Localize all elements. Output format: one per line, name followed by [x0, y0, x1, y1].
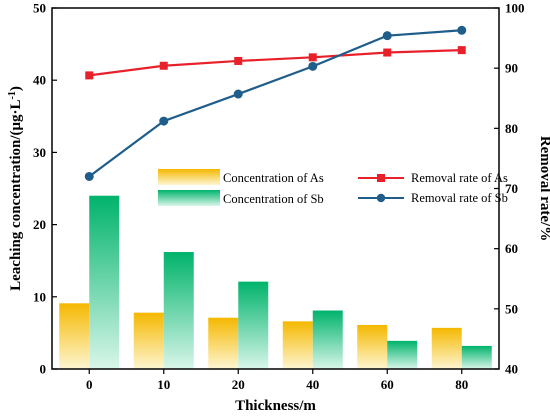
point-removal-sb-80: [457, 25, 467, 35]
bar-sb-80: [461, 345, 492, 369]
point-removal-as-80: [457, 46, 466, 55]
bar-sb-0: [89, 195, 120, 369]
bar-as-0: [59, 303, 90, 369]
ticks-layer: 0 10 20 30 40 50 40 50 60 70 80 90 100 0 10 20 40 60 80: [33, 1, 525, 393]
x-tick-label-20: 20: [232, 377, 245, 392]
legend-label-sb: Concentration of Sb: [223, 192, 324, 206]
line-removal-sb: [88, 29, 462, 178]
bar-as-80: [431, 327, 462, 369]
y-right-tick-label-80: 80: [505, 121, 518, 136]
bars-layer: [59, 195, 492, 369]
x-tick-label-10: 10: [157, 377, 170, 392]
legend-swatch-sb: [158, 190, 220, 206]
point-removal-as-20: [234, 56, 243, 65]
legend-marker-as: [377, 174, 385, 182]
y-left-tick-label-50: 50: [33, 1, 46, 16]
bar-as-40: [282, 321, 313, 369]
y-axis-left-title-sup: -1: [7, 91, 18, 99]
point-removal-sb-60: [382, 31, 392, 41]
point-removal-as-10: [159, 61, 168, 70]
y-left-tick-label-10: 10: [33, 289, 46, 304]
point-removal-as-60: [383, 48, 392, 57]
y-right-tick-label-70: 70: [505, 181, 518, 196]
point-removal-sb-0: [84, 171, 94, 181]
legend-marker-sb: [376, 193, 386, 203]
y-axis-left-title-end: ): [8, 86, 24, 91]
y-left-tick-label-40: 40: [33, 73, 46, 88]
y-left-tick-label-0: 0: [40, 362, 47, 377]
point-removal-sb-20: [233, 89, 243, 99]
x-tick-label-80: 80: [455, 377, 468, 392]
bar-sb-60: [387, 340, 418, 369]
y-right-tick-label-90: 90: [505, 61, 518, 76]
y-axis-right-title: Removal rate/%: [537, 136, 550, 241]
legend-swatch-as: [158, 169, 220, 185]
point-removal-sb-40: [308, 61, 318, 71]
bar-sb-40: [312, 310, 343, 369]
legend-label-removal-as: Removal rate of As: [411, 171, 508, 185]
line-removal-as: [89, 49, 462, 77]
y-axis-left-title: Leaching concentration/(μg·L-1): [7, 86, 25, 291]
legend-label-removal-sb: Removal rate of Sb: [411, 191, 508, 205]
y-right-tick-label-60: 60: [505, 241, 518, 256]
y-axis-left-title-main: Leaching concentration/(μg·L: [8, 99, 24, 290]
lines-layer: [84, 25, 467, 181]
y-right-tick-label-100: 100: [505, 1, 525, 16]
legend-label-as: Concentration of As: [223, 171, 324, 185]
legend: Concentration of As Concentration of Sb …: [158, 169, 508, 206]
y-right-tick-label-50: 50: [505, 301, 518, 316]
bar-as-10: [133, 312, 164, 369]
bar-as-60: [357, 324, 388, 369]
x-axis-title: Thickness/m: [235, 398, 316, 414]
y-left-tick-label-30: 30: [33, 145, 46, 160]
x-tick-label-0: 0: [86, 377, 93, 392]
y-left-tick-label-20: 20: [33, 217, 46, 232]
bar-sb-20: [238, 281, 269, 369]
bar-sb-10: [163, 252, 194, 369]
point-removal-sb-10: [159, 116, 169, 126]
bar-as-20: [208, 317, 239, 369]
point-removal-as-40: [308, 53, 317, 62]
x-tick-label-60: 60: [381, 377, 394, 392]
y-right-tick-label-40: 40: [505, 362, 518, 377]
point-removal-as-0: [85, 71, 94, 80]
x-tick-label-40: 40: [306, 377, 319, 392]
